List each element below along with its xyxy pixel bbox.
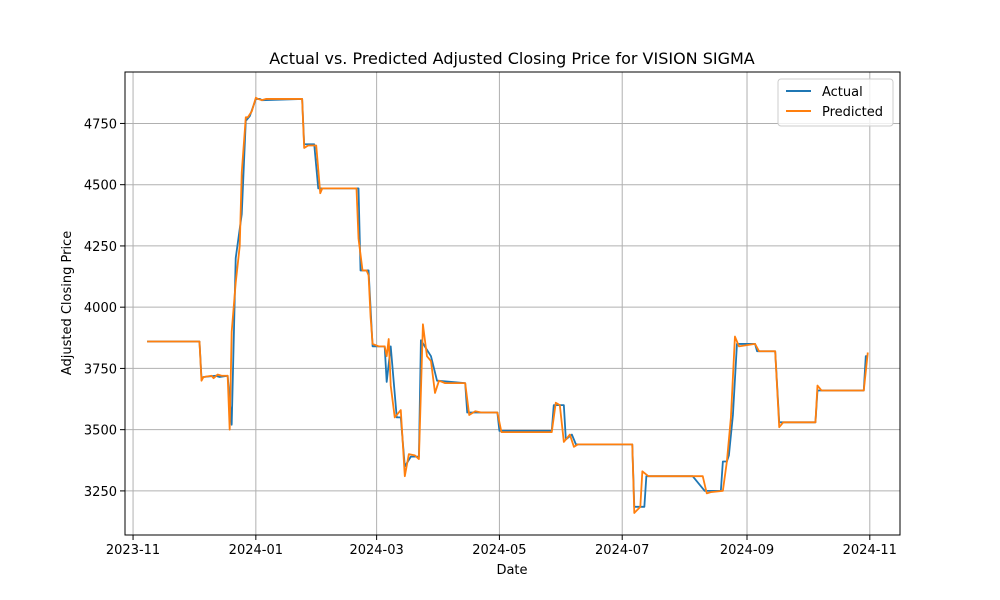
x-tick-label: 2024-05	[472, 543, 526, 558]
y-tick-label: 3750	[84, 362, 117, 377]
x-axis-label: Date	[496, 563, 527, 578]
x-tick-label: 2023-11	[106, 543, 160, 558]
y-axis: 3250 3500 3750 4000 4250 4500 4750	[84, 117, 125, 500]
chart-title: Actual vs. Predicted Adjusted Closing Pr…	[269, 49, 755, 68]
plot-area	[125, 72, 900, 535]
y-tick-label: 4500	[84, 179, 117, 194]
x-tick-label: 2024-01	[229, 543, 283, 558]
plot-frame	[124, 71, 901, 536]
legend: Actual Predicted	[777, 78, 894, 127]
x-tick-label: 2024-07	[595, 543, 649, 558]
legend-label-actual: Actual	[822, 85, 863, 100]
y-tick-label: 3500	[84, 424, 117, 439]
x-tick-label: 2024-09	[720, 543, 774, 558]
x-tick-label: 2024-03	[349, 543, 403, 558]
series-line-predicted	[147, 96, 869, 514]
legend-label-predicted: Predicted	[822, 105, 883, 120]
x-tick-label: 2024-11	[843, 543, 897, 558]
y-tick-label: 4000	[84, 301, 117, 316]
grid-lines	[125, 72, 900, 535]
x-axis: 2023-11 2024-01 2024-03 2024-05 2024-07 2024-…	[106, 535, 897, 558]
y-tick-label: 3250	[84, 485, 117, 500]
series-layer	[147, 96, 869, 514]
y-tick-label: 4250	[84, 240, 117, 255]
y-axis-label: Adjusted Closing Price	[60, 231, 75, 375]
y-tick-label: 4750	[84, 117, 117, 132]
